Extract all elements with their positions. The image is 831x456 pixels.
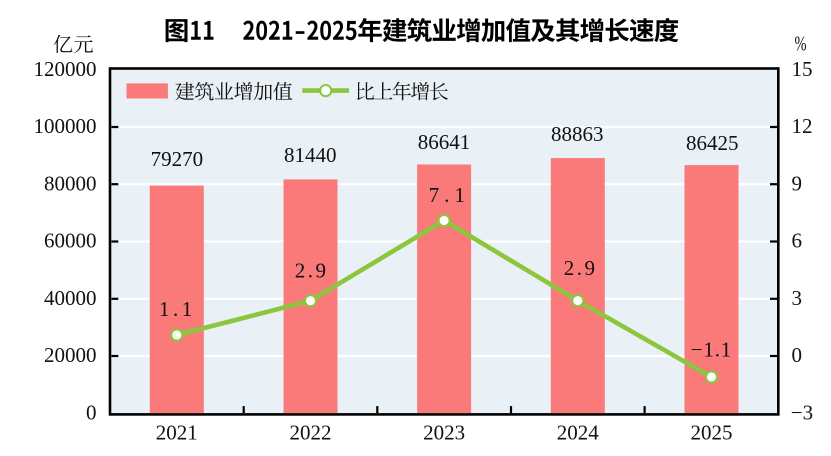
svg-text:9: 9 [792, 171, 803, 195]
svg-text:2021: 2021 [156, 421, 198, 445]
svg-text:20000: 20000 [44, 343, 97, 367]
svg-text:2025: 2025 [691, 421, 733, 445]
svg-text:88863: 88863 [551, 122, 604, 146]
svg-text:100000: 100000 [34, 114, 97, 138]
svg-text:15: 15 [792, 57, 813, 81]
svg-text:86641: 86641 [418, 130, 471, 154]
svg-text:79270: 79270 [151, 147, 204, 171]
svg-text:2.9: 2.9 [295, 258, 329, 282]
svg-text:%: % [795, 31, 807, 55]
svg-text:0: 0 [792, 343, 803, 367]
svg-text:80000: 80000 [44, 171, 97, 195]
svg-text:60000: 60000 [44, 229, 97, 253]
svg-text:−3: −3 [791, 400, 813, 424]
svg-text:40000: 40000 [44, 286, 97, 310]
svg-text:−1.1: −1.1 [691, 338, 732, 362]
svg-text:1.1: 1.1 [159, 297, 196, 321]
svg-text:120000: 120000 [34, 57, 97, 81]
svg-text:6: 6 [792, 229, 803, 253]
svg-text:3: 3 [792, 286, 803, 310]
svg-text:86425: 86425 [686, 131, 739, 155]
svg-text:2022: 2022 [290, 421, 332, 445]
svg-text:7.1: 7.1 [429, 183, 470, 207]
svg-text:2023: 2023 [423, 421, 465, 445]
svg-text:81440: 81440 [284, 143, 337, 167]
svg-text:12: 12 [792, 114, 813, 138]
svg-text:0: 0 [86, 400, 97, 424]
svg-text:2.9: 2.9 [564, 256, 598, 280]
svg-text:2024: 2024 [557, 421, 600, 445]
